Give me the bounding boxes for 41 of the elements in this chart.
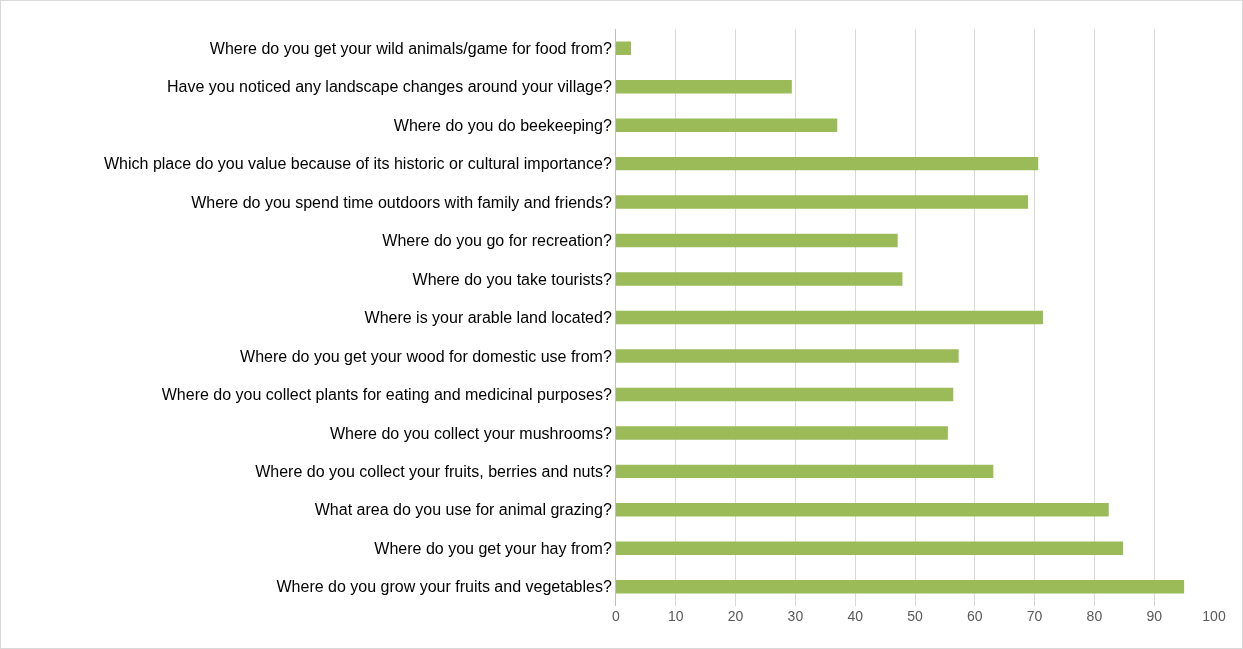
y-tick-label: Where do you grow your fruits and vegetables? <box>276 578 612 596</box>
y-tick-label: Where do you collect plants for eating and medicinal purposes? <box>161 386 612 404</box>
bar <box>616 387 954 402</box>
x-tick-label: 50 <box>907 608 923 624</box>
y-tick-label: Where do you spend time outdoors with family and friends? <box>191 193 612 211</box>
y-tick-label: Where do you do beekeeping? <box>393 116 612 134</box>
x-tick-label: 0 <box>612 608 621 624</box>
y-tick-label: Where do you go for recreation? <box>382 232 612 250</box>
bar <box>616 349 959 363</box>
x-tick-label: 90 <box>1146 608 1163 624</box>
y-tick-label: Where do you get your wild animals/game for food from? <box>209 39 612 57</box>
bar <box>616 310 1043 325</box>
x-tick-label: 10 <box>668 608 684 624</box>
y-tick-label: What area do you use for animal grazing? <box>314 501 612 519</box>
x-tick-label: 80 <box>1086 608 1103 624</box>
bar <box>616 118 838 132</box>
y-tick-label: Which place do you value because of its historic or cultural importance? <box>103 155 612 173</box>
y-tick-label: Have you noticed any landscape changes around your village? <box>167 78 612 96</box>
bar <box>616 426 948 440</box>
bar <box>616 272 903 286</box>
x-tick-label: 60 <box>967 608 983 624</box>
x-tick-label: 30 <box>787 608 804 624</box>
y-tick-label: Where do you get your hay from? <box>374 539 612 557</box>
y-tick-label: Where is your arable land located? <box>364 309 612 327</box>
x-tick-label: 20 <box>727 608 744 624</box>
bar <box>616 195 1029 209</box>
bar <box>616 233 898 248</box>
y-tick-label: Where do you collect your mushrooms? <box>329 424 612 442</box>
y-tick-label: Where do you collect your fruits, berries and nuts? <box>255 462 612 480</box>
bar <box>616 464 994 479</box>
bar <box>616 156 1039 171</box>
y-tick-label: Where do you take tourists? <box>412 270 612 288</box>
x-tick-label: 100 <box>1202 608 1226 624</box>
y-tick-label: Where do you get your wood for domestic use from? <box>240 347 612 365</box>
x-tick-label: 40 <box>847 608 864 624</box>
bar <box>616 41 631 55</box>
bar <box>616 79 792 94</box>
x-tick-label: 70 <box>1026 608 1043 624</box>
bar <box>616 541 1124 556</box>
bar <box>616 503 1109 517</box>
bar <box>616 580 1185 594</box>
